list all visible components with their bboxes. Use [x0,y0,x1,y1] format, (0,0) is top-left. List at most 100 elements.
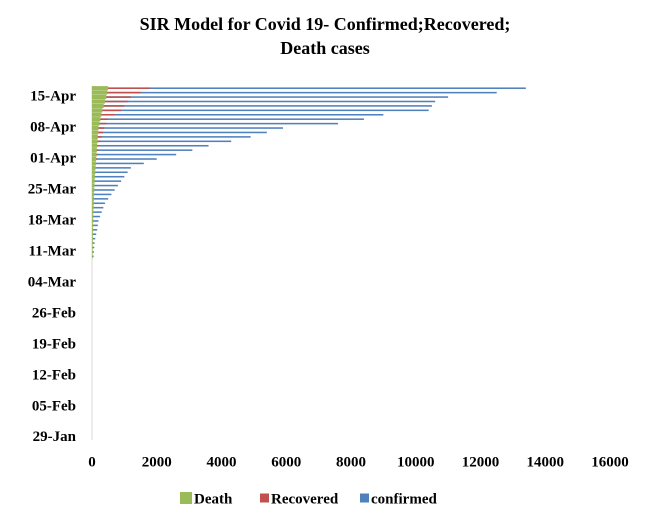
bar [92,229,98,231]
bar [92,251,94,253]
bar [92,174,95,179]
bar [92,205,94,210]
x-tick-label: 2000 [142,454,172,470]
bar [92,202,105,205]
bar [92,187,95,193]
y-tick-label: 26-Feb [32,305,76,321]
bar [92,255,94,258]
bar [92,96,449,98]
bar [92,100,128,103]
bar [92,109,122,112]
legend-label: Recovered [271,491,339,507]
y-tick-label: 25-Mar [28,181,77,197]
bar [92,240,93,246]
bar [92,96,131,98]
bar [92,121,100,126]
bar [92,180,122,182]
bar [92,193,112,196]
bar [92,249,93,255]
bar [92,109,429,112]
bar [92,87,151,89]
y-tick-label: 11-Mar [29,243,77,259]
bar [92,139,98,144]
bar [92,134,98,139]
bar [92,201,94,206]
bar [92,224,98,227]
legend-label: confirmed [371,491,437,507]
y-tick-label: 29-Jan [33,429,77,445]
bar [92,171,128,174]
bar [92,140,232,143]
bar [92,227,94,232]
y-tick-label: 08-Apr [30,119,76,135]
bar [92,184,118,187]
y-tick-label: 04-Mar [28,274,77,290]
bar [92,108,103,113]
bar [92,122,339,125]
bar [92,112,102,117]
bar [92,90,108,95]
bar [92,144,209,147]
x-tick-label: 8000 [336,454,366,470]
bar [92,158,157,160]
bar [92,143,98,148]
chart-title: SIR Model for Covid 19- Confirmed;Recove… [140,14,511,34]
chart-subtitle: Death cases [280,38,369,58]
bar [92,127,284,129]
bar [92,156,97,162]
bar [92,152,97,157]
bar [92,105,432,107]
bar [92,113,384,116]
bar [92,87,526,89]
bar [92,100,436,103]
bar [92,211,102,213]
bar [92,214,94,219]
legend-swatch [360,493,369,503]
x-tick-label: 12000 [462,454,500,470]
bar [92,105,125,107]
bar [92,242,95,244]
bar [92,103,104,109]
y-tick-label: 01-Apr [30,150,76,166]
y-tick-label: 19-Feb [32,336,76,352]
bar [92,149,193,151]
bar [92,86,109,91]
bar [92,198,109,200]
bar [92,125,99,131]
y-tick-label: 18-Mar [28,212,77,228]
bar [92,91,141,94]
bar [92,175,125,178]
bar [92,223,94,228]
bar [92,162,144,165]
bar [92,117,101,122]
bar [92,130,99,135]
y-tick-label: 12-Feb [32,367,76,383]
bar [92,232,93,237]
x-tick-label: 16000 [591,454,629,470]
bar [92,246,95,249]
legend-swatch [180,492,192,504]
bar [92,148,97,153]
bar [92,170,96,175]
bar [92,153,177,156]
x-tick-label: 14000 [527,454,565,470]
bar [92,206,104,209]
bar [92,215,101,218]
bar [92,233,97,236]
bar [92,254,93,259]
bar [92,131,267,134]
bar [92,91,497,94]
x-tick-label: 10000 [397,454,435,470]
bar [92,189,115,191]
y-tick-label: 15-Apr [30,89,76,105]
bar [92,136,251,138]
bar [92,165,96,170]
bar [92,99,105,104]
bar [92,118,364,120]
bar [92,192,95,197]
legend-label: Death [194,491,233,507]
bar [92,161,96,166]
x-tick-label: 6000 [271,454,301,470]
bar [92,220,99,222]
